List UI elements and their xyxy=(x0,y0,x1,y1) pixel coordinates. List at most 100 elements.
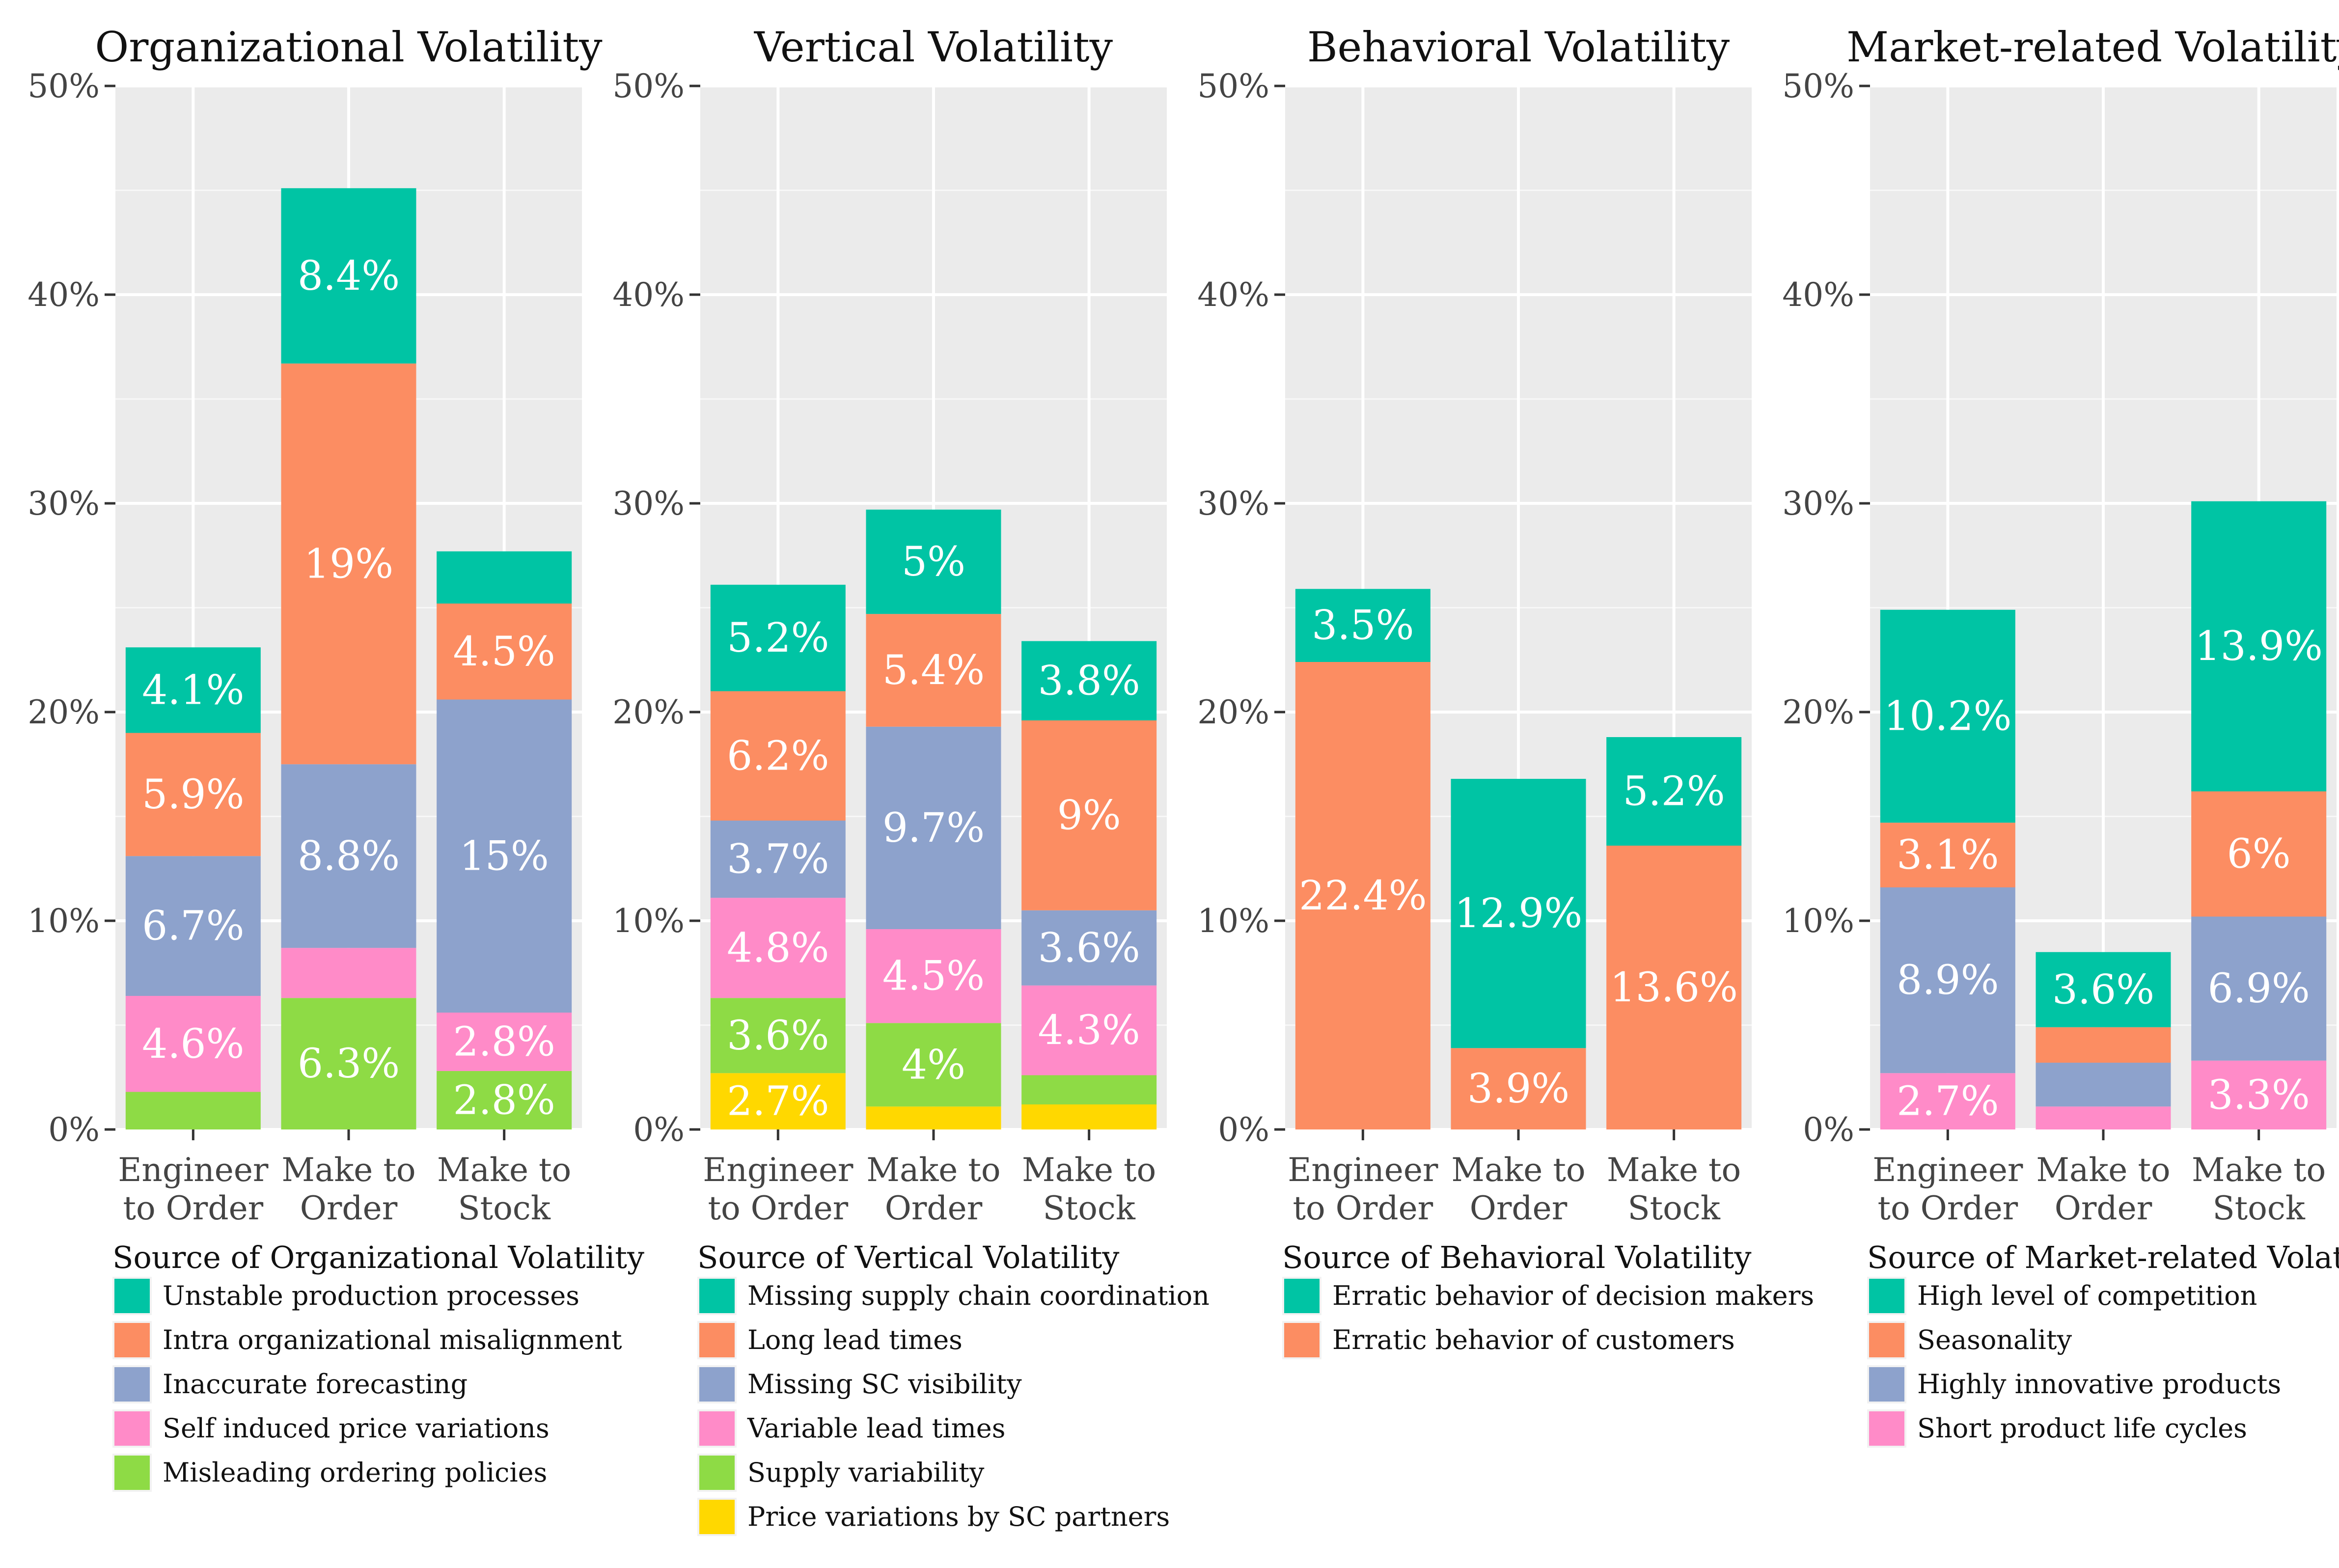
panel-2-bar-segment xyxy=(710,584,846,691)
panel-2-x-tick-label: Make to xyxy=(866,1151,1000,1189)
panel-3-bar-label: 22.4% xyxy=(1299,873,1427,919)
panel-2-bar-segment xyxy=(866,614,1001,727)
panel-2-x-tick-label: Order xyxy=(885,1189,983,1227)
panel-1: Organizational Volatility 0% 10% 20% 30% 40% 5… xyxy=(28,23,644,1492)
panel-3-y-tick-label: 40% xyxy=(1197,276,1269,314)
panel-1-x-tick-label: to Order xyxy=(123,1189,263,1227)
panel-3-bar-label: 13.6% xyxy=(1610,964,1738,1011)
panel-3-bar-segment xyxy=(1295,589,1431,662)
panel-2-legend-swatch xyxy=(699,1367,735,1402)
panel-4-x-tick-label: Engineer xyxy=(1872,1151,2023,1189)
panel-3-bar-label: 12.9% xyxy=(1455,890,1583,937)
panel-2-x-tick-label: Make to xyxy=(1022,1151,1156,1189)
panel-2-bar-segment xyxy=(710,691,846,821)
panel-4-x-tick-label: to Order xyxy=(1877,1189,2018,1227)
panel-2-bar-segment xyxy=(866,726,1001,929)
panel-1-legend-title: Source of Organizational Volatility xyxy=(112,1239,644,1275)
panel-2-bar-segment xyxy=(710,998,846,1073)
panel-2-bar-label: 3.6% xyxy=(1038,925,1140,971)
panel-1-bar-label: 6.7% xyxy=(142,903,244,950)
panel-2-legend-label: Price variations by SC partners xyxy=(747,1501,1170,1532)
panel-2-bar-label: 5.4% xyxy=(882,647,985,694)
panel-2-bar-segment xyxy=(1021,910,1157,986)
panel-2-bar-segment xyxy=(1021,1104,1157,1129)
panel-4-legend-swatch xyxy=(1869,1411,1904,1446)
panel-2-bar-segment xyxy=(866,1023,1001,1107)
panel-2-legend-swatch xyxy=(699,1323,735,1357)
panel-4-bar-label: 6.9% xyxy=(2208,965,2310,1012)
panel-1-bar-segment xyxy=(281,948,416,998)
panel-3-legend-title: Source of Behavioral Volatility xyxy=(1282,1239,1752,1275)
panel-4-legend-swatch xyxy=(1869,1279,1904,1313)
panel-1-legend-swatch xyxy=(114,1279,150,1313)
panel-4-legend-title: Source of Market-related Volatility xyxy=(1867,1239,2339,1275)
panel-1-title: Organizational Volatility xyxy=(95,23,603,71)
panel-3-title: Behavioral Volatility xyxy=(1307,23,1730,71)
panel-3-x-tick-label: to Order xyxy=(1293,1189,1433,1227)
panel-1-bar-label: 5.9% xyxy=(142,771,244,818)
panel-4-x-tick-label: Make to xyxy=(2036,1151,2170,1189)
panel-3-bar-label: 3.9% xyxy=(1467,1066,1569,1112)
panel-3-x-tick-label: Order xyxy=(1470,1189,1568,1227)
panel-1-y-tick-label: 0% xyxy=(48,1111,100,1149)
panel-2-legend-label: Supply variability xyxy=(747,1457,985,1488)
panel-2-x-tick-label: Engineer xyxy=(703,1151,853,1189)
panel-3-bar-segment xyxy=(1451,779,1586,1048)
panel-3-bar-segment xyxy=(1606,737,1742,846)
panel-1-y-tick-label: 10% xyxy=(28,902,100,940)
panel-4-title: Market-related Volatility xyxy=(1846,23,2339,71)
panel-4-y-tick-label: 50% xyxy=(1782,67,1854,105)
panel-4-bar-segment xyxy=(1880,1073,2015,1129)
panel-4-y-tick-label: 0% xyxy=(1803,1111,1854,1149)
panel-2-bar-label: 4% xyxy=(902,1042,965,1088)
panel-1-legend-swatch xyxy=(114,1323,150,1357)
panel-4-legend-swatch xyxy=(1869,1367,1904,1402)
panel-1-bar-label: 8.8% xyxy=(298,833,400,880)
panel-2-bar-segment xyxy=(866,929,1001,1023)
panel-1-bar-segment xyxy=(437,1071,572,1129)
panel-2-y-tick-label: 10% xyxy=(612,902,685,940)
panel-2-legend-label: Missing SC visibility xyxy=(747,1369,1022,1400)
panel-1-bar-segment xyxy=(125,996,261,1092)
panel-4-bar-label: 8.9% xyxy=(1897,957,1999,1004)
panel-2-legend-swatch xyxy=(699,1500,735,1534)
panel-2-bar-segment xyxy=(866,1106,1001,1129)
panel-1-x-tick-label: Order xyxy=(300,1189,398,1227)
panel-3-bar-label: 5.2% xyxy=(1623,769,1725,815)
panel-2-y-tick-label: 20% xyxy=(612,693,685,731)
panel-3-x-tick-label: Stock xyxy=(1627,1189,1720,1227)
panel-4: Market-related Volatility 0% 10% 20% 30% 40% 5… xyxy=(1782,23,2339,1448)
panel-1-legend-swatch xyxy=(114,1411,150,1446)
panel-4-bar-segment xyxy=(2036,1063,2171,1107)
panel-1-x-tick-label: Make to xyxy=(437,1151,571,1189)
panel-2-legend-swatch xyxy=(699,1411,735,1446)
panel-4-bar-segment xyxy=(2036,952,2171,1027)
panel-1-x-tick-label: Engineer xyxy=(118,1151,269,1189)
panel-3-y-tick-label: 10% xyxy=(1197,902,1269,940)
panel-2-bar-label: 5.2% xyxy=(727,615,829,661)
panel-1-bar-label: 4.5% xyxy=(453,629,555,675)
panel-4-legend-label: High level of competition xyxy=(1917,1280,2257,1311)
panel-1-y-tick-label: 50% xyxy=(28,67,100,105)
panel-3-legend-swatch xyxy=(1284,1279,1320,1313)
panel-4-bar-segment xyxy=(2036,1106,2171,1129)
panel-2-bar-label: 6.2% xyxy=(727,733,829,779)
panel-4-bar-label: 10.2% xyxy=(1884,693,2012,740)
panel-2-legend-label: Long lead times xyxy=(747,1324,963,1355)
panel-3-x-tick-label: Make to xyxy=(1607,1151,1741,1189)
panel-3-y-tick-label: 0% xyxy=(1218,1111,1269,1149)
panel-1-y-tick-label: 40% xyxy=(28,276,100,314)
panel-2-title: Vertical Volatility xyxy=(754,23,1113,71)
panel-1-bar-segment xyxy=(125,1092,261,1129)
panel-4-y-tick-label: 40% xyxy=(1782,276,1854,314)
panel-2-y-tick-label: 50% xyxy=(612,67,685,105)
panel-4-bar-label: 2.7% xyxy=(1897,1078,1999,1125)
panel-4-bar-segment xyxy=(2191,791,2327,917)
panel-4-legend-swatch xyxy=(1869,1323,1904,1357)
panel-2-y-tick-label: 30% xyxy=(612,485,685,523)
panel-4-bar-segment xyxy=(2036,1027,2171,1063)
panel-2-x-tick-label: to Order xyxy=(708,1189,848,1227)
panel-1-x-tick-label: Stock xyxy=(458,1189,550,1227)
